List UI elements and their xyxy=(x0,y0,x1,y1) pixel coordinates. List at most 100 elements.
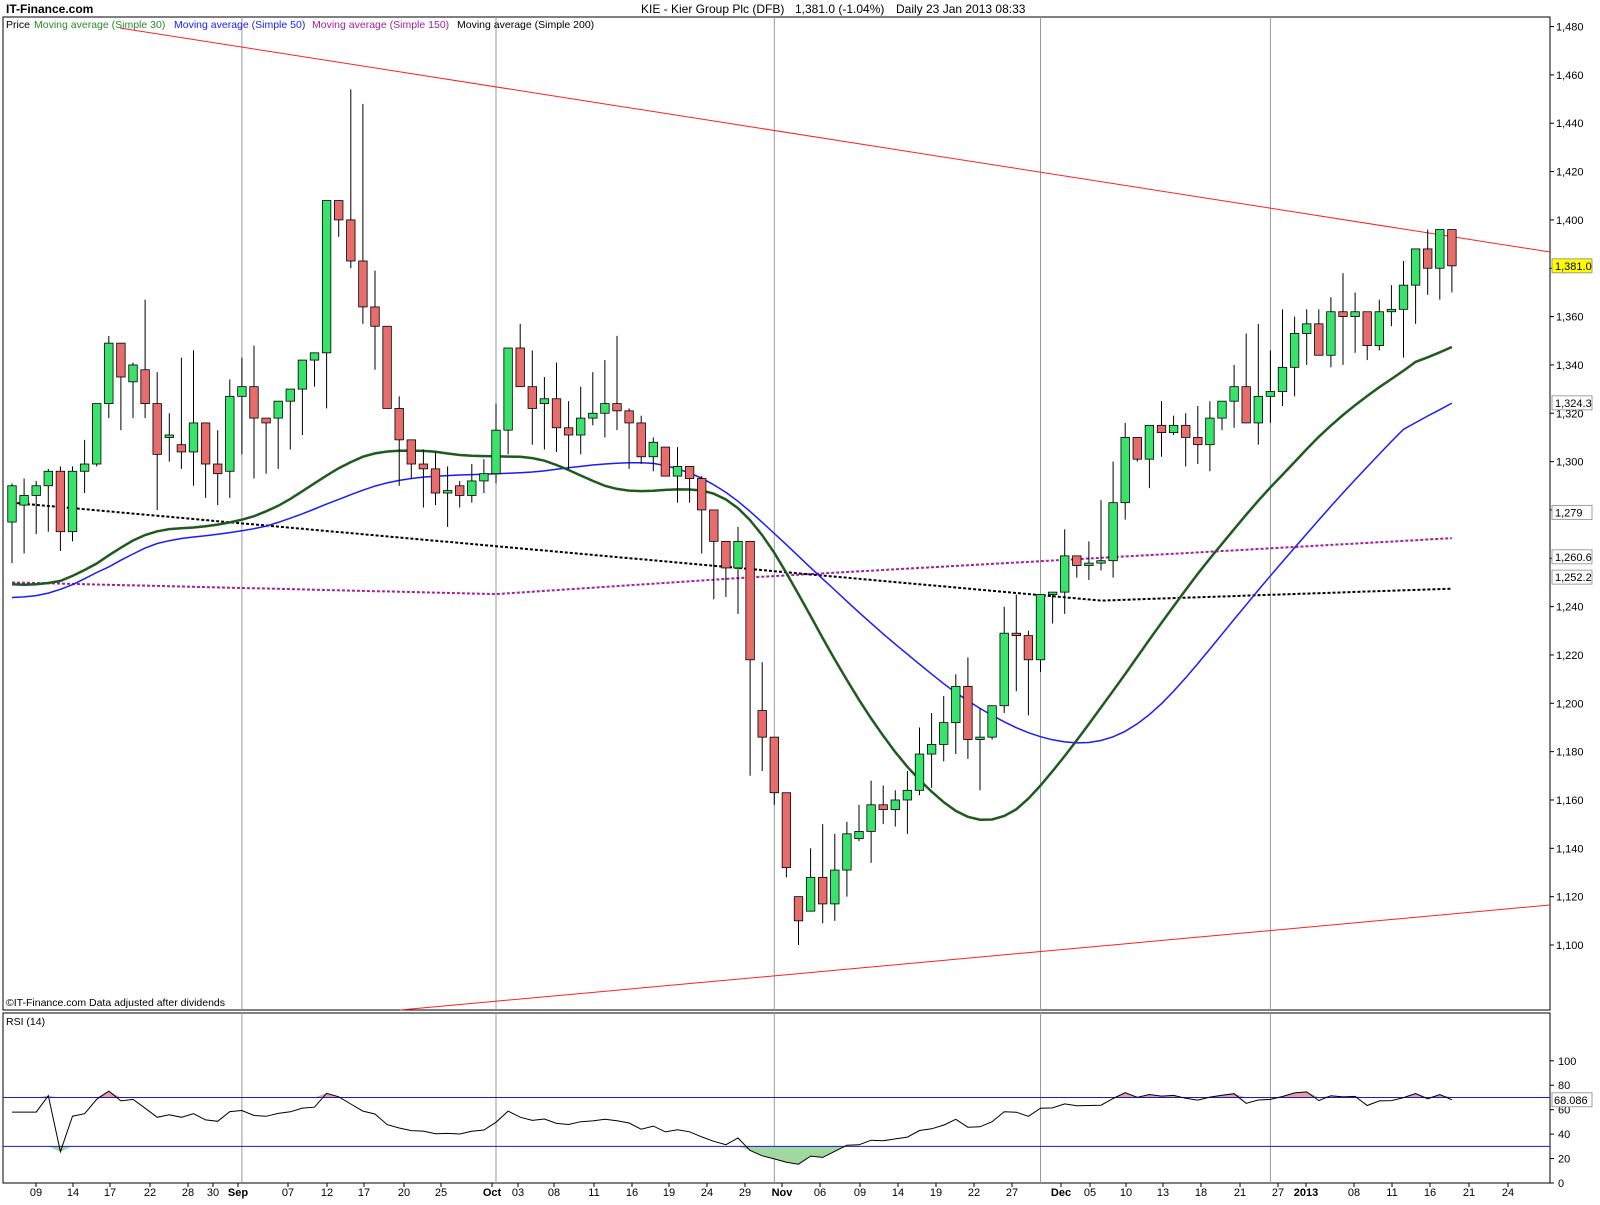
price-panel-frame xyxy=(2,16,1551,1011)
legend-entry: Moving average (Simple 30) xyxy=(34,19,165,31)
candle-up xyxy=(479,473,489,482)
rsi-tick-label: 40 xyxy=(1558,1129,1570,1141)
candle-up xyxy=(19,495,29,506)
candle-down xyxy=(1132,437,1142,460)
candle-up xyxy=(273,400,283,419)
candle-up xyxy=(600,403,610,414)
candle-up xyxy=(1047,591,1058,595)
candle-down xyxy=(394,408,404,441)
x-tick-label: 27 xyxy=(1006,1187,1018,1199)
x-axis: 09 14 17 22 28 30 Sep 07 12 17 20 25 Oct 03 08 11 16 19 24… xyxy=(30,1183,1514,1199)
value-label-box xyxy=(1551,504,1593,520)
candle-up xyxy=(79,463,90,472)
price-change: 1,381.0 (-1.04%) xyxy=(795,2,884,16)
ma150-line xyxy=(11,537,1452,596)
rsi-oversold-area xyxy=(738,1146,847,1165)
candle-up xyxy=(1302,323,1312,334)
candle-down xyxy=(1193,437,1203,446)
moving-averages xyxy=(11,345,1453,821)
x-tick-label: 13 xyxy=(1157,1187,1169,1199)
rsi-line xyxy=(12,1090,1453,1165)
candle-down xyxy=(612,403,622,412)
period-date: Daily 23 Jan 2013 08:33 xyxy=(896,2,1026,16)
candle-down xyxy=(684,466,695,479)
price-tick-label: 1,400 xyxy=(1556,215,1584,227)
candle-down xyxy=(406,439,416,465)
value-label-box xyxy=(1551,549,1593,565)
candle-up xyxy=(321,200,332,354)
price-tick-label: 1,120 xyxy=(1556,892,1584,904)
price-tick-label: 1,300 xyxy=(1556,457,1584,469)
candle-down xyxy=(757,710,767,738)
legend-entry: Moving average (Simple 200) xyxy=(457,19,594,31)
legend-entry: Moving average (Simple 150) xyxy=(312,19,449,31)
price-value-labels: 1,381.0 1,324.3 1,279 1,260.6 1,252.2 xyxy=(1551,258,1593,585)
candle-down xyxy=(963,685,973,740)
x-tick-label: Sep xyxy=(228,1187,248,1199)
rsi-tick-label: 100 xyxy=(1558,1056,1576,1068)
candle-up xyxy=(442,490,453,494)
candle-down xyxy=(261,417,271,424)
candle-up xyxy=(128,364,138,383)
price-tick-label: 1,100 xyxy=(1556,940,1584,952)
instrument-title: KIE - Kier Group Plc (DFB) xyxy=(641,2,784,16)
candle-down xyxy=(1338,311,1348,317)
candle-down xyxy=(563,427,574,436)
candle-up xyxy=(1144,424,1155,460)
x-tick-label: 12 xyxy=(321,1187,333,1199)
candle-up xyxy=(1060,555,1070,593)
candle-up xyxy=(1168,424,1179,433)
candle-up xyxy=(7,485,17,523)
chart-legend: Price Moving average (Simple 30) Moving av… xyxy=(6,19,594,31)
candle-down xyxy=(551,398,562,429)
x-tick-label: 16 xyxy=(1424,1187,1436,1199)
candle-up xyxy=(188,422,199,453)
value-label-text: 1,252.2 xyxy=(1555,572,1592,584)
site-name: IT-Finance.com xyxy=(6,2,93,16)
candle-up xyxy=(733,540,743,569)
candle-down xyxy=(370,306,380,327)
candle-down xyxy=(455,485,465,496)
candle-down xyxy=(636,422,646,458)
candle-up xyxy=(1435,229,1445,269)
candle-down xyxy=(1156,424,1167,433)
price-tick-label: 1,340 xyxy=(1556,360,1584,372)
candle-up xyxy=(951,685,961,724)
candle-down xyxy=(1314,323,1324,356)
candle-up xyxy=(1265,391,1276,397)
candle-up xyxy=(648,441,658,458)
candle-up xyxy=(914,753,925,791)
ma50-line xyxy=(11,402,1453,744)
x-tick-label: 22 xyxy=(968,1187,980,1199)
x-tick-label: 16 xyxy=(626,1187,638,1199)
candle-up xyxy=(1205,417,1215,446)
value-label-text: 1,381.0 xyxy=(1555,261,1592,273)
x-tick-label: Dec xyxy=(1051,1187,1071,1199)
candle-up xyxy=(164,434,174,438)
rsi-tick-label: 60 xyxy=(1558,1105,1570,1117)
candle-down xyxy=(709,509,719,542)
candle-up xyxy=(926,743,937,755)
candle-down xyxy=(140,369,150,404)
trend-lines xyxy=(119,27,1551,1011)
legend-entry: Price xyxy=(6,19,30,31)
candle-down xyxy=(382,325,392,409)
price-tick-label: 1,200 xyxy=(1556,698,1584,710)
candle-up xyxy=(588,412,598,419)
candle-up xyxy=(31,485,41,496)
candle-down xyxy=(527,386,537,409)
price-tick-label: 1,360 xyxy=(1556,312,1584,324)
candle-down xyxy=(1447,229,1457,267)
x-tick-label: 25 xyxy=(435,1187,447,1199)
price-vertical-gridlines xyxy=(241,17,1271,1010)
price-panel: 1,100 1,120 1,140 1,160 1,180 1,200 1,220 1,240… xyxy=(2,16,1593,1011)
price-tick-label: 1,460 xyxy=(1556,70,1584,82)
candle-up xyxy=(902,789,913,801)
x-tick-label: 21 xyxy=(1463,1187,1475,1199)
candle-up xyxy=(309,352,320,361)
x-tick-label: 29 xyxy=(739,1187,751,1199)
candle-up xyxy=(503,347,513,431)
rsi-overbought-area xyxy=(1270,1091,1319,1098)
x-tick-label: 24 xyxy=(701,1187,713,1199)
